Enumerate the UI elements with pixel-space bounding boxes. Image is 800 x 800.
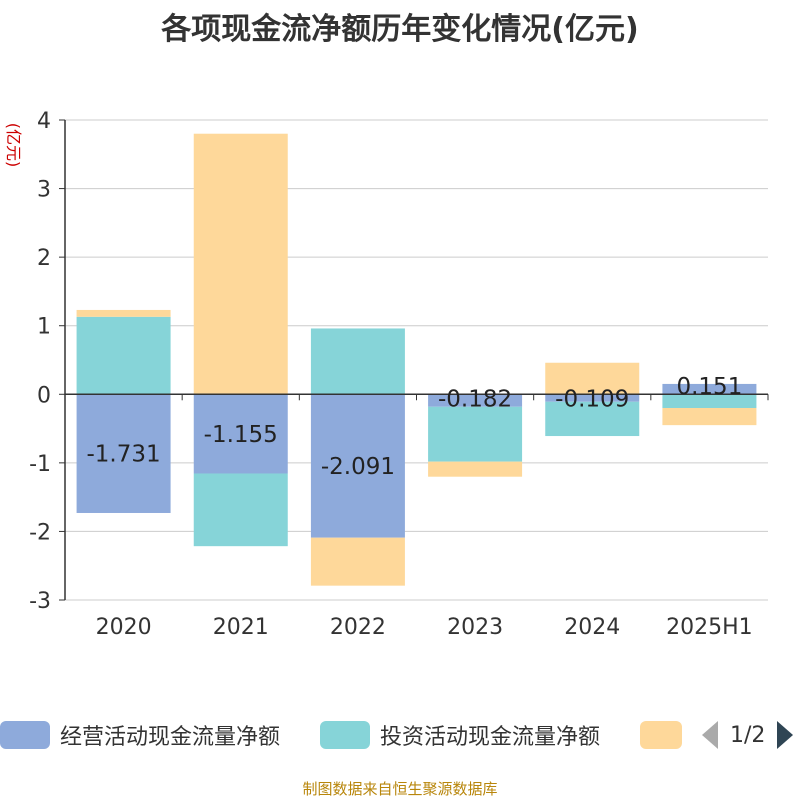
legend-item-investing[interactable]: 投资活动现金流量净额	[320, 712, 600, 758]
x-tick-label: 2023	[447, 615, 503, 640]
data-label: -0.182	[438, 386, 512, 412]
x-tick-label: 2020	[96, 615, 152, 640]
x-tick-label: 2021	[213, 615, 269, 640]
legend: 经营活动现金流量净额 投资活动现金流量净额 1/2	[0, 712, 800, 758]
y-tick-label: -1	[29, 452, 51, 477]
legend-item-operating[interactable]: 经营活动现金流量净额	[0, 712, 280, 758]
y-tick-label: 1	[37, 315, 51, 340]
bar-investing-2021	[193, 473, 288, 547]
bar-investing-2024	[545, 401, 640, 437]
y-tick-label: 2	[37, 246, 51, 271]
legend-pager: 1/2	[702, 712, 794, 758]
pager-text: 1/2	[730, 722, 766, 748]
pager-prev-icon[interactable]	[702, 721, 718, 749]
y-tick-label: 4	[37, 109, 51, 134]
bar-investing-2023	[428, 406, 523, 462]
bar-third-2024	[545, 362, 640, 395]
bar-operating-2025H1	[662, 383, 757, 395]
y-axis-label: (亿元)	[4, 123, 23, 168]
x-tick-label: 2025H1	[666, 615, 753, 640]
legend-item-third[interactable]	[640, 712, 692, 758]
bar-operating-2024	[545, 394, 640, 402]
data-label: -2.091	[321, 454, 395, 480]
legend-swatch-operating	[0, 721, 50, 749]
bar-third-2022	[310, 537, 405, 586]
x-tick-label: 2022	[330, 615, 386, 640]
y-tick-label: 3	[37, 178, 51, 203]
data-label: -1.155	[204, 422, 278, 448]
bar-third-2021	[193, 133, 288, 395]
x-tick-label: 2024	[564, 615, 620, 640]
bar-third-2025H1	[662, 408, 757, 426]
bar-operating-2023	[428, 394, 523, 407]
bar-operating-2020	[76, 394, 171, 513]
chart-title: 各项现金流净额历年变化情况(亿元)	[161, 12, 639, 47]
y-tick-label: -2	[29, 520, 51, 545]
bar-investing-2025H1	[662, 394, 757, 408]
legend-swatch-investing	[320, 721, 370, 749]
legend-label-operating: 经营活动现金流量净额	[60, 725, 281, 750]
bar-investing-2022	[310, 328, 405, 395]
bar-investing-2020	[76, 316, 171, 395]
bar-operating-2022	[310, 394, 405, 538]
y-tick-label: -3	[29, 589, 51, 614]
bar-operating-2021	[193, 394, 288, 474]
source-note: 制图数据来自恒生聚源数据库	[302, 780, 498, 798]
data-label: 0.151	[676, 374, 742, 400]
bar-third-2020	[76, 309, 171, 317]
legend-swatch-third	[640, 721, 682, 749]
pager-next-icon[interactable]	[777, 721, 794, 749]
data-label: -0.109	[555, 386, 629, 412]
legend-label-investing: 投资活动现金流量净额	[380, 725, 601, 750]
data-label: -1.731	[87, 442, 161, 468]
y-tick-label: 0	[37, 383, 51, 408]
bar-third-2023	[428, 461, 523, 477]
